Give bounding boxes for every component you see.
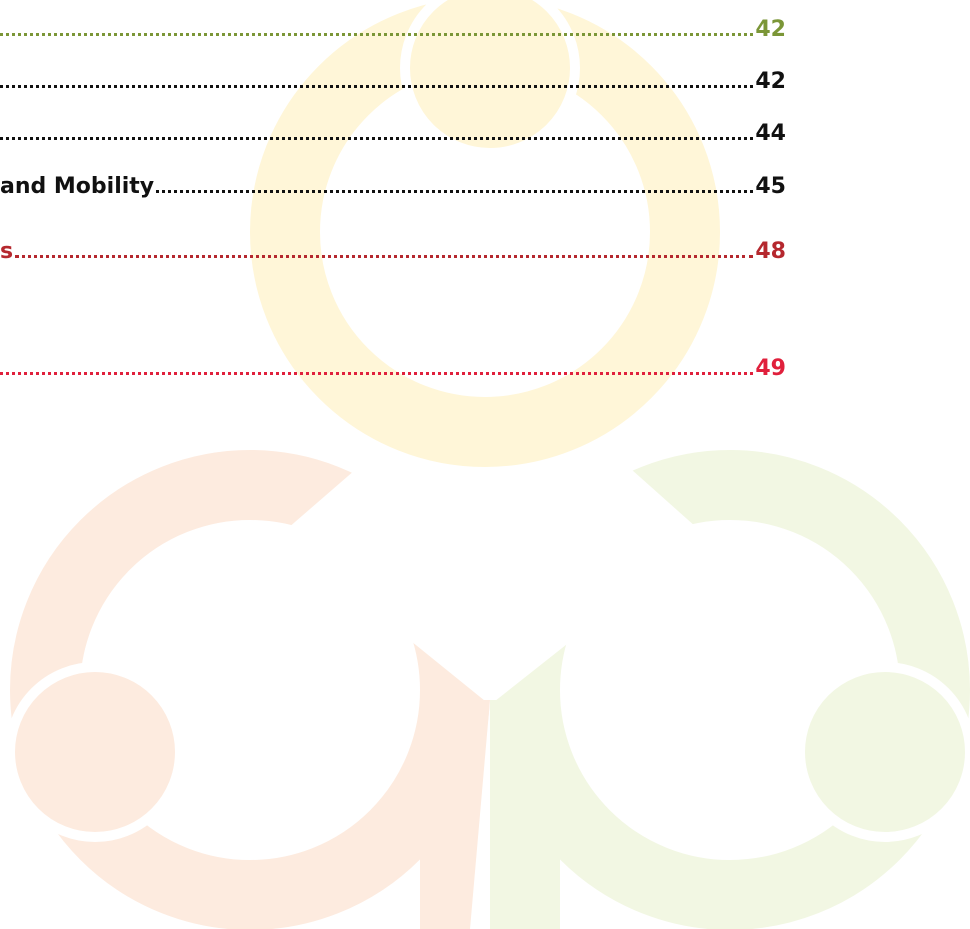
gap [280, 470, 705, 705]
dot-leader [0, 137, 754, 140]
yellow-head [400, 0, 580, 158]
green-ring-part [490, 700, 560, 929]
page-number: 44 [755, 121, 786, 146]
toc-entry: 42 [0, 8, 786, 42]
page-number: 42 [755, 17, 786, 42]
page-number: 48 [755, 239, 786, 264]
page-number: 45 [755, 174, 786, 199]
page-number: 49 [755, 356, 786, 381]
entry-title: s [0, 239, 14, 264]
toc-entry: 49 [0, 347, 786, 381]
orange-head [5, 662, 185, 842]
page-number: 42 [755, 69, 786, 94]
dot-leader [0, 33, 754, 36]
toc-entry: s 48 [0, 230, 786, 264]
toc-entry: 42 [0, 60, 786, 94]
toc-entry: 44 [0, 112, 786, 146]
dot-leader [0, 85, 754, 88]
entry-title: and Mobility [0, 174, 155, 199]
dot-leader [156, 190, 754, 193]
orange-ring-part [420, 700, 490, 929]
dot-leader [15, 255, 754, 258]
toc-entry: and Mobility 45 [0, 165, 786, 199]
dot-leader [0, 372, 754, 375]
green-head [795, 662, 970, 842]
